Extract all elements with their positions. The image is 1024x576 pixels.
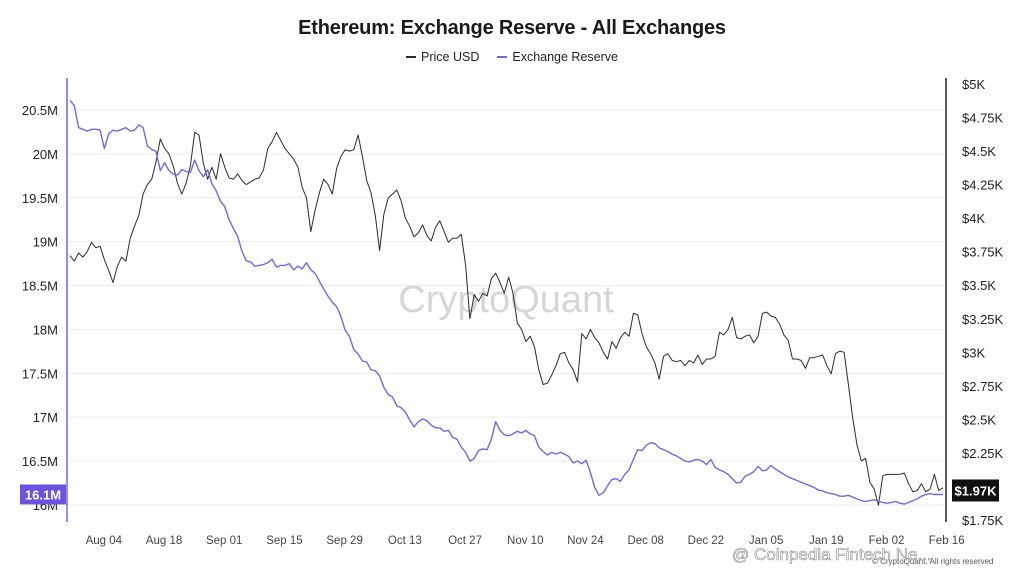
right-tick-label-12: $4.75K (962, 111, 1004, 126)
coinpedia-watermark: @ Coinpedia Fintech Ne... (732, 545, 932, 564)
x-tick-label-6: Oct 27 (448, 535, 482, 547)
right-tick-label-2: $2.25K (962, 446, 1004, 461)
left-tick-label-8: 20M (33, 147, 58, 162)
x-tick-label-0: Aug 04 (86, 535, 123, 547)
x-tick-label-4: Sep 29 (326, 535, 362, 547)
x-tick-label-12: Jan 19 (809, 535, 844, 547)
reserve-current-badge (20, 484, 66, 505)
right-tick-label-11: $4.5K (962, 144, 996, 159)
x-tick-label-3: Sep 15 (266, 535, 302, 547)
legend-swatch-reserve (497, 56, 508, 58)
x-tick-label-7: Nov 10 (507, 535, 543, 547)
right-tick-label-7: $3.5K (962, 278, 996, 293)
right-tick-label-6: $3.25K (962, 312, 1004, 327)
x-tick-label-2: Sep 01 (206, 535, 242, 547)
price-current-label: $1.97K (955, 483, 998, 498)
right-tick-label-5: $3K (962, 345, 985, 360)
right-tick-label-10: $4.25K (962, 178, 1004, 193)
legend-label-reserve: Exchange Reserve (512, 50, 618, 64)
left-tick-label-4: 18M (33, 322, 58, 337)
left-tick-label-7: 19.5M (22, 191, 58, 206)
legend-item-reserve[interactable]: Exchange Reserve (497, 50, 618, 64)
legend-item-price[interactable]: Price USD (406, 50, 479, 64)
left-tick-label-6: 19M (33, 235, 58, 250)
right-tick-label-0: $1.75K (962, 513, 1004, 528)
legend-swatch-price (406, 56, 417, 58)
x-tick-label-10: Dec 22 (688, 535, 724, 547)
left-tick-label-2: 17M (33, 410, 58, 425)
copyright-text: © CryptoQuant. All rights reserved (872, 557, 994, 566)
x-tick-label-14: Feb 16 (929, 535, 965, 547)
left-tick-label-5: 18.5M (22, 279, 58, 294)
series-line-reserve[interactable] (69, 99, 943, 505)
x-tick-label-13: Feb 02 (869, 535, 905, 547)
chart-title: Ethereum: Exchange Reserve - All Exchang… (298, 17, 726, 39)
right-tick-label-4: $2.75K (962, 379, 1004, 394)
right-tick-label-3: $2.5K (962, 412, 996, 427)
series-line-price[interactable] (69, 131, 944, 506)
left-tick-label-3: 17.5M (22, 366, 58, 381)
right-tick-label-13: $5K (962, 77, 985, 92)
right-tick-label-9: $4K (962, 211, 985, 226)
price-current-badge (952, 479, 999, 502)
right-tick-label-8: $3.75K (962, 245, 1004, 260)
chart-legend: Price USD Exchange Reserve (0, 50, 1024, 64)
reserve-current-label: 16.1M (25, 487, 61, 502)
x-tick-label-11: Jan 05 (749, 535, 784, 547)
legend-label-price: Price USD (421, 50, 480, 64)
x-tick-label-5: Oct 13 (388, 535, 422, 547)
x-tick-label-1: Aug 18 (146, 535, 182, 547)
left-tick-label-9: 20.5M (22, 103, 58, 118)
x-tick-label-8: Nov 24 (567, 535, 604, 547)
left-tick-label-1: 16.5M (22, 454, 58, 469)
x-tick-label-9: Dec 08 (627, 535, 663, 547)
